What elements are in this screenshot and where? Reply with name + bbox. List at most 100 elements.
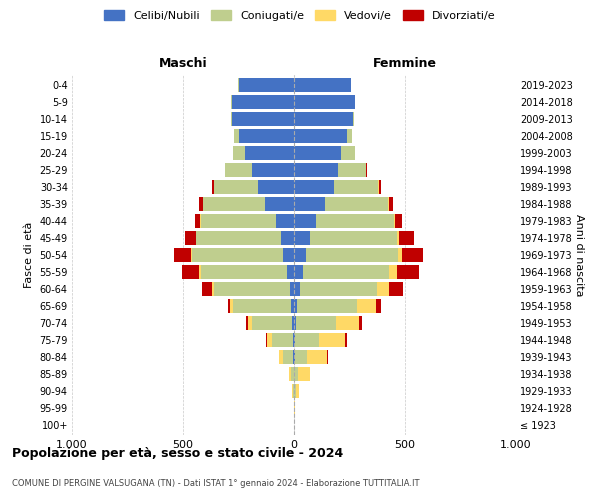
Bar [299, 282, 377, 296]
Bar [234, 129, 239, 144]
Bar [192, 248, 283, 262]
Bar [353, 112, 354, 126]
Bar [294, 197, 325, 212]
Bar [290, 298, 294, 313]
Bar [389, 197, 393, 212]
Bar [294, 350, 295, 364]
Bar [281, 231, 294, 245]
Legend: Celibi/Nubili, Coniugati/e, Vedovi/e, Divorziati/e: Celibi/Nubili, Coniugati/e, Vedovi/e, Di… [100, 6, 500, 25]
Bar [357, 298, 376, 313]
Bar [252, 163, 294, 178]
Bar [293, 384, 294, 398]
Bar [294, 265, 303, 279]
Bar [265, 197, 294, 212]
Bar [203, 197, 265, 212]
Bar [280, 350, 283, 364]
Bar [345, 332, 347, 347]
Bar [289, 366, 291, 381]
Bar [182, 265, 199, 279]
Bar [397, 265, 419, 279]
Bar [247, 316, 248, 330]
Bar [341, 146, 355, 160]
Bar [296, 384, 299, 398]
Bar [293, 332, 294, 347]
Bar [389, 265, 397, 279]
Bar [379, 180, 381, 194]
Bar [245, 146, 294, 160]
Bar [294, 384, 296, 398]
Bar [294, 78, 350, 92]
Bar [233, 298, 290, 313]
Bar [336, 316, 359, 330]
Bar [296, 316, 336, 330]
Y-axis label: Anni di nascita: Anni di nascita [574, 214, 584, 296]
Bar [287, 265, 294, 279]
Bar [291, 366, 293, 381]
Bar [397, 231, 400, 245]
Bar [201, 214, 276, 228]
Bar [334, 180, 379, 194]
Bar [325, 197, 388, 212]
Bar [212, 180, 214, 194]
Bar [316, 214, 394, 228]
Bar [199, 197, 203, 212]
Bar [212, 282, 214, 296]
Bar [298, 366, 310, 381]
Bar [199, 265, 201, 279]
Bar [294, 112, 353, 126]
Bar [338, 163, 366, 178]
Bar [403, 248, 424, 262]
Bar [376, 298, 381, 313]
Bar [259, 180, 294, 194]
Bar [231, 112, 232, 126]
Bar [306, 248, 398, 262]
Bar [225, 163, 252, 178]
Bar [294, 146, 341, 160]
Bar [292, 316, 294, 330]
Bar [395, 214, 401, 228]
Bar [307, 350, 327, 364]
Bar [294, 180, 334, 194]
Bar [292, 384, 293, 398]
Bar [272, 332, 293, 347]
Bar [195, 214, 200, 228]
Bar [389, 282, 403, 296]
Bar [202, 282, 212, 296]
Bar [398, 248, 403, 262]
Bar [276, 214, 294, 228]
Bar [214, 282, 290, 296]
Bar [175, 248, 191, 262]
Text: Popolazione per età, sesso e stato civile - 2024: Popolazione per età, sesso e stato civil… [12, 448, 343, 460]
Bar [347, 129, 352, 144]
Bar [185, 231, 196, 245]
Bar [298, 298, 357, 313]
Bar [294, 214, 316, 228]
Bar [201, 265, 287, 279]
Bar [224, 163, 225, 178]
Bar [283, 350, 293, 364]
Bar [294, 163, 338, 178]
Bar [239, 78, 294, 92]
Bar [252, 316, 292, 330]
Bar [294, 95, 355, 110]
Bar [303, 265, 389, 279]
Bar [239, 129, 294, 144]
Bar [266, 332, 267, 347]
Bar [191, 248, 192, 262]
Bar [214, 180, 259, 194]
Bar [295, 366, 298, 381]
Bar [290, 282, 294, 296]
Bar [359, 316, 362, 330]
Y-axis label: Fasce di età: Fasce di età [24, 222, 34, 288]
Bar [294, 282, 299, 296]
Text: COMUNE DI PERGINE VALSUGANA (TN) - Dati ISTAT 1° gennaio 2024 - Elaborazione TUT: COMUNE DI PERGINE VALSUGANA (TN) - Dati … [12, 479, 419, 488]
Bar [293, 350, 294, 364]
Text: Maschi: Maschi [158, 57, 208, 70]
Bar [294, 231, 310, 245]
Bar [196, 231, 281, 245]
Bar [294, 248, 306, 262]
Bar [294, 298, 298, 313]
Bar [227, 298, 230, 313]
Bar [294, 129, 347, 144]
Bar [394, 214, 395, 228]
